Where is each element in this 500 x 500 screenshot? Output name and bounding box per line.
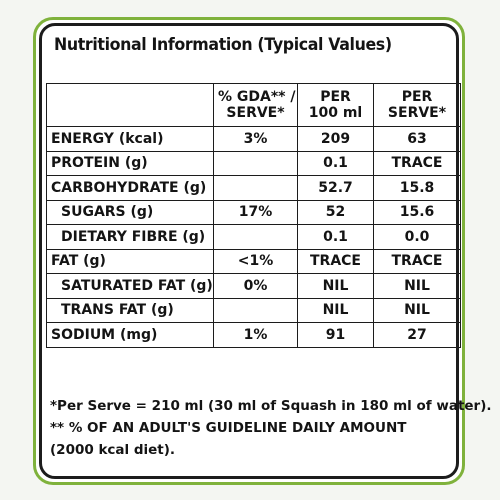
gda-value xyxy=(213,150,298,176)
nutrition-table-body: ENERGY (kcal) 3% 209 63 PROTEIN (g) 0.1 TRACE C… xyxy=(46,126,461,348)
table-row: SATURATED FAT (g) 0% NIL NIL xyxy=(46,273,461,299)
per-serve-value: 15.6 xyxy=(373,199,461,225)
footnote-serve-size: *Per Serve = 210 ml (30 ml of Squash in … xyxy=(50,398,492,414)
per-serve-value: 15.8 xyxy=(373,175,461,201)
table-row: DIETARY FIBRE (g) 0.1 0.0 xyxy=(46,224,461,250)
nutrient-label: SODIUM (mg) xyxy=(46,322,214,348)
table-row: CARBOHYDRATE (g) 52.7 15.8 xyxy=(46,175,461,201)
per-100ml-value: TRACE xyxy=(297,248,374,274)
nutrition-panel: Nutritional Information (Typical Values)… xyxy=(33,17,492,485)
per-100ml-value: 209 xyxy=(297,126,374,152)
nutrition-label-frame: Nutritional Information (Typical Values)… xyxy=(39,23,492,479)
table-row: SODIUM (mg) 1% 91 27 xyxy=(46,322,461,348)
gda-value: 17% xyxy=(213,199,298,225)
nutrient-label: TRANS FAT (g) xyxy=(46,297,214,323)
per-serve-value: NIL xyxy=(373,273,461,299)
per-100ml-value: 0.1 xyxy=(297,224,374,250)
per-serve-value: TRACE xyxy=(373,150,461,176)
gda-value xyxy=(213,224,298,250)
nutrient-label: PROTEIN (g) xyxy=(46,150,214,176)
gda-value: 1% xyxy=(213,322,298,348)
table-row: SUGARS (g) 17% 52 15.6 xyxy=(46,199,461,225)
gda-value: 0% xyxy=(213,273,298,299)
panel-title: Nutritional Information (Typical Values) xyxy=(54,35,392,55)
gda-value xyxy=(213,175,298,201)
gda-value: 3% xyxy=(213,126,298,152)
header-gda: % GDA** / SERVE* xyxy=(213,83,298,127)
per-100ml-value: 52 xyxy=(297,199,374,225)
table-row: FAT (g) <1% TRACE TRACE xyxy=(46,248,461,274)
table-row: ENERGY (kcal) 3% 209 63 xyxy=(46,126,461,152)
nutrition-table: % GDA** / SERVE* PER 100 ml PER SERVE* ENER… xyxy=(46,83,461,348)
table-row: PROTEIN (g) 0.1 TRACE xyxy=(46,150,461,176)
nutrient-label: DIETARY FIBRE (g) xyxy=(46,224,214,250)
nutrient-label: CARBOHYDRATE (g) xyxy=(46,175,214,201)
table-header-row: % GDA** / SERVE* PER 100 ml PER SERVE* xyxy=(46,83,461,127)
per-100ml-value: NIL xyxy=(297,273,374,299)
footnote-diet: (2000 kcal diet). xyxy=(50,442,176,458)
footnote-gda: ** % OF AN ADULT'S GUIDELINE DAILY AMOUN… xyxy=(50,420,407,436)
header-nutrient xyxy=(46,83,214,127)
nutrient-label: SATURATED FAT (g) xyxy=(46,273,214,299)
per-100ml-value: 91 xyxy=(297,322,374,348)
per-serve-value: 0.0 xyxy=(373,224,461,250)
per-100ml-value: 0.1 xyxy=(297,150,374,176)
nutrient-label: ENERGY (kcal) xyxy=(46,126,214,152)
header-per-serve: PER SERVE* xyxy=(373,83,461,127)
per-100ml-value: 52.7 xyxy=(297,175,374,201)
per-serve-value: NIL xyxy=(373,297,461,323)
gda-value: <1% xyxy=(213,248,298,274)
nutrient-label: FAT (g) xyxy=(46,248,214,274)
gda-value xyxy=(213,297,298,323)
nutrient-label: SUGARS (g) xyxy=(46,199,214,225)
per-serve-value: 63 xyxy=(373,126,461,152)
per-serve-value: TRACE xyxy=(373,248,461,274)
header-per-100ml: PER 100 ml xyxy=(297,83,374,127)
per-100ml-value: NIL xyxy=(297,297,374,323)
table-row: TRANS FAT (g) NIL NIL xyxy=(46,297,461,323)
footnotes: *Per Serve = 210 ml (30 ml of Squash in … xyxy=(50,395,492,461)
per-serve-value: 27 xyxy=(373,322,461,348)
